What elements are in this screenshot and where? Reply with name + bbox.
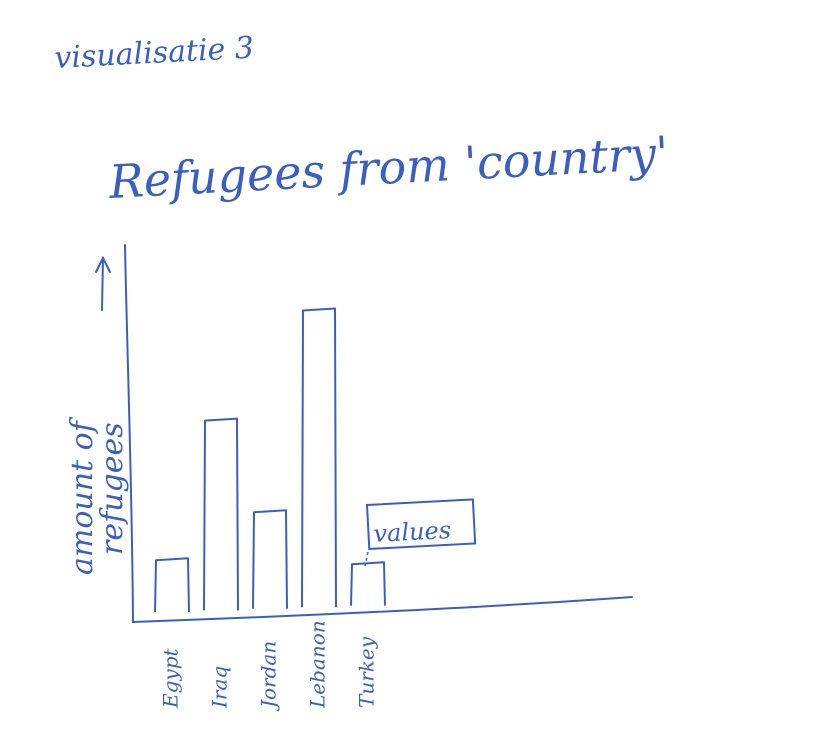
bar-lebanon — [301, 307, 337, 608]
chart-title: Refugees from 'country' — [107, 126, 670, 209]
bars-group — [154, 307, 386, 613]
y-axis — [124, 244, 134, 623]
sketch-heading: visualisatie 3 — [54, 31, 255, 76]
x-tick-label-iraq: Iraq — [208, 666, 232, 709]
x-tick-label-egypt: Egypt — [159, 647, 183, 709]
y-axis-label: amount of refugees — [65, 412, 130, 575]
annotation-text: values — [373, 516, 452, 548]
bar-jordan — [252, 509, 288, 609]
y-axis-arrow-shaft — [101, 257, 104, 311]
bar-egypt — [154, 557, 190, 613]
x-axis — [132, 596, 633, 623]
annotation-box — [365, 498, 477, 550]
bar-turkey — [350, 561, 386, 606]
y-axis-label-line-1: amount of — [65, 416, 100, 575]
annotation-pointer — [364, 551, 369, 567]
x-tick-label-lebanon: Lebanon — [306, 620, 330, 709]
x-tick-label-jordan: Jordan — [257, 641, 281, 712]
x-tick-label-turkey: Turkey — [355, 636, 379, 708]
y-axis-label-line-2: refugees — [95, 422, 130, 555]
x-tick-labels: Egypt Iraq Jordan Lebanon Turkey — [159, 620, 379, 712]
bar-iraq — [203, 417, 239, 611]
